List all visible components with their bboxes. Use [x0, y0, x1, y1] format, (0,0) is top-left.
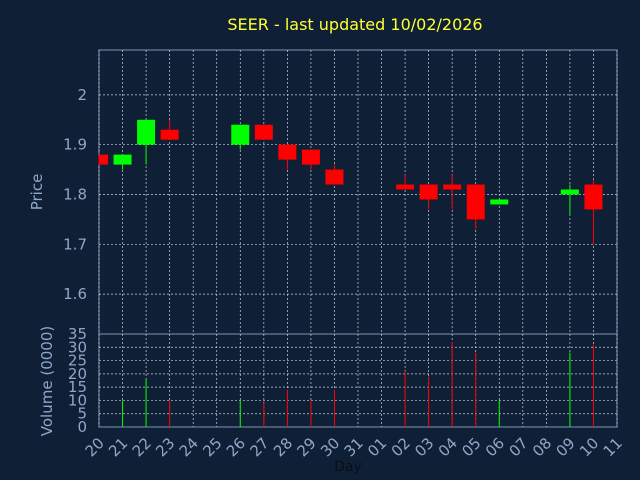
x-tick-label: 26 — [223, 434, 249, 460]
price-grid — [98, 50, 618, 334]
volume-tick-label: 30 — [68, 338, 87, 356]
x-tick-label: 06 — [482, 434, 508, 460]
x-tick-label: 22 — [129, 434, 155, 460]
price-axis-label: Price — [28, 174, 46, 211]
candle-body — [137, 119, 156, 145]
x-ticks: 2021222324252627282930310102030405060708… — [82, 434, 626, 460]
candle-body — [113, 154, 132, 165]
x-tick-label: 25 — [199, 434, 225, 460]
candle-body — [254, 124, 273, 140]
x-tick-label: 10 — [576, 434, 602, 460]
x-tick-label: 07 — [505, 434, 531, 460]
price-tick-label: 2 — [77, 86, 87, 104]
price-panel: 1.6 1.7 1.8 1.9 2 Price — [28, 49, 618, 335]
volume-tick-label: 25 — [68, 352, 87, 370]
candle-body — [99, 154, 108, 165]
candle-body — [490, 199, 509, 205]
candle-body — [396, 184, 415, 190]
x-axis-label: Day — [334, 459, 362, 475]
x-tick-label: 08 — [529, 434, 555, 460]
x-tick-label: 11 — [600, 434, 626, 460]
x-tick-label: 20 — [82, 434, 108, 460]
price-y-ticks: 1.6 1.7 1.8 1.9 2 — [63, 86, 87, 303]
volume-tick-label: 35 — [68, 325, 87, 343]
candle-body — [584, 184, 603, 210]
volume-tick-label: 10 — [68, 391, 87, 409]
volume-grid — [98, 334, 618, 427]
price-tick-label: 1.8 — [63, 185, 87, 203]
volume-axis-label: Volume (0000) — [38, 326, 56, 436]
x-tick-label: 31 — [341, 434, 367, 460]
candle-body — [419, 184, 438, 200]
price-tick-label: 1.9 — [63, 136, 87, 154]
price-tick-label: 1.6 — [63, 285, 87, 303]
x-tick-label: 01 — [364, 434, 390, 460]
candle-body — [160, 129, 179, 140]
x-tick-label: 29 — [294, 434, 320, 460]
candle-body — [301, 149, 320, 165]
candle-body — [443, 184, 462, 190]
candles — [98, 119, 603, 245]
x-tick-label: 09 — [553, 434, 579, 460]
x-tick-label: 27 — [246, 434, 272, 460]
x-tick-label: 30 — [317, 434, 343, 460]
candle-body — [560, 189, 579, 195]
x-tick-label: 21 — [105, 434, 131, 460]
x-tick-label: 03 — [411, 434, 437, 460]
volume-tick-label: 20 — [68, 365, 87, 383]
x-tick-label: 05 — [458, 434, 484, 460]
candle-body — [231, 124, 250, 145]
candle-body — [325, 169, 344, 185]
candle-body — [466, 184, 485, 220]
x-tick-label: 28 — [270, 434, 296, 460]
x-tick-label: 02 — [388, 434, 414, 460]
volume-tick-label: 15 — [68, 378, 87, 396]
chart-title: SEER - last updated 10/02/2026 — [227, 15, 482, 34]
x-tick-label: 23 — [152, 434, 178, 460]
volume-tick-label: 5 — [77, 405, 87, 423]
candle-body — [278, 144, 297, 160]
price-tick-label: 1.7 — [63, 235, 87, 253]
volume-tick-label: 0 — [77, 418, 87, 436]
x-tick-label: 04 — [435, 434, 461, 460]
x-tick-label: 24 — [176, 434, 202, 460]
volume-bars — [122, 341, 594, 427]
